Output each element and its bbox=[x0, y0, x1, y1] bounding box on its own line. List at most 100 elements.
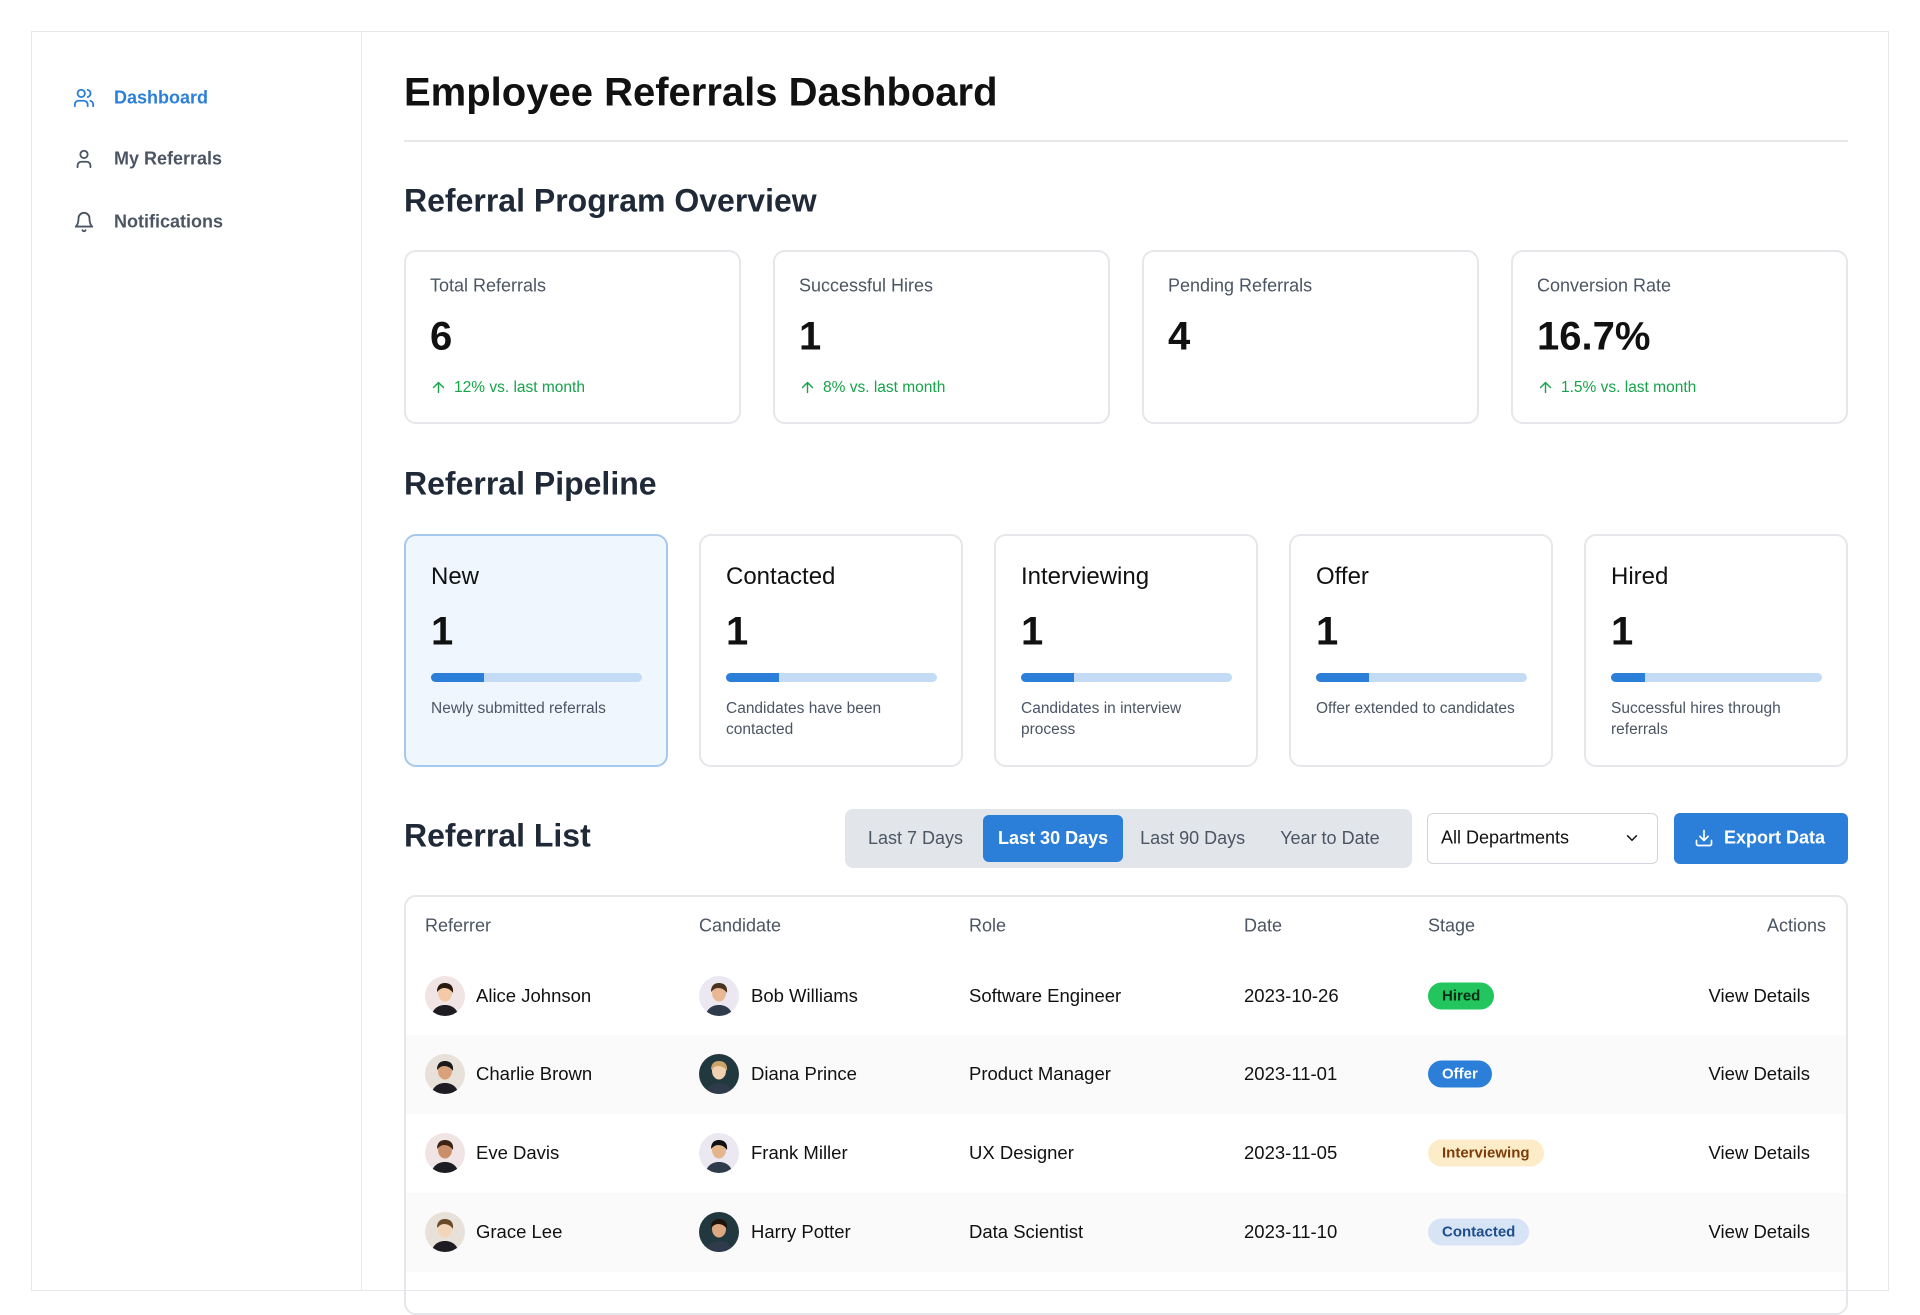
range-button[interactable]: Last 30 Days bbox=[983, 815, 1124, 862]
stat-change: 8% vs. last month bbox=[823, 379, 946, 396]
column-header: Actions bbox=[1766, 915, 1826, 936]
role: Data Scientist bbox=[969, 1221, 1084, 1242]
column-header: Date bbox=[1244, 915, 1283, 936]
progress-fill bbox=[1316, 673, 1369, 682]
avatar bbox=[425, 1212, 465, 1252]
role: UX Designer bbox=[969, 1142, 1074, 1163]
column-header: Stage bbox=[1428, 915, 1476, 936]
progress-track bbox=[1611, 673, 1822, 682]
nav-icon bbox=[73, 148, 95, 170]
chevron-icon bbox=[1623, 829, 1641, 847]
candidate-name: Harry Potter bbox=[751, 1221, 851, 1242]
pipeline-card[interactable] bbox=[1289, 534, 1553, 767]
section-heading: Referral List bbox=[404, 817, 591, 854]
divider bbox=[404, 140, 1848, 142]
progress-track bbox=[1021, 673, 1232, 682]
date-range-selector: Last 7 Days Last 30 Days Last 90 Days Year … bbox=[845, 809, 1412, 868]
pipeline-card[interactable] bbox=[1584, 534, 1848, 767]
date: 2023-11-10 bbox=[1244, 1221, 1338, 1242]
date: 2023-11-05 bbox=[1244, 1142, 1338, 1163]
avatar bbox=[699, 1212, 739, 1252]
stage-description: Newly submitted referrals bbox=[431, 700, 606, 717]
stat-card bbox=[404, 250, 741, 424]
avatar bbox=[699, 1133, 739, 1173]
stat-card bbox=[773, 250, 1110, 424]
column-header: Role bbox=[969, 915, 1007, 936]
stage-name: New bbox=[431, 563, 480, 590]
page-title: Employee Referrals Dashboard bbox=[404, 70, 998, 115]
candidate-name: Frank Miller bbox=[751, 1142, 848, 1163]
pipeline-card[interactable] bbox=[404, 534, 668, 767]
stat-card bbox=[1142, 250, 1479, 424]
row-stripe bbox=[406, 1193, 1846, 1272]
section-heading: Referral Pipeline bbox=[404, 465, 657, 502]
nav-item[interactable]: Dashboard bbox=[114, 87, 209, 108]
page: Dashboard My Referrals Notifications Employ… bbox=[31, 31, 1889, 1315]
referrer-name: Grace Lee bbox=[476, 1221, 563, 1242]
view-details-link[interactable]: View Details bbox=[1708, 1221, 1810, 1242]
stat-value: 4 bbox=[1168, 314, 1191, 359]
date: 2023-10-26 bbox=[1244, 985, 1339, 1006]
trend-icon bbox=[430, 379, 447, 396]
candidate-name: Bob Williams bbox=[751, 985, 858, 1006]
column-header: Candidate bbox=[699, 915, 782, 936]
progress-track bbox=[1316, 673, 1527, 682]
stage-name: Offer bbox=[1316, 563, 1369, 590]
referrer-name: Eve Davis bbox=[476, 1142, 560, 1163]
stat-value: 1 bbox=[799, 314, 822, 359]
stage-badge: Contacted bbox=[1428, 1218, 1530, 1246]
stat-label: Successful Hires bbox=[799, 275, 934, 296]
stage-count: 1 bbox=[1611, 609, 1634, 654]
trend-icon bbox=[799, 379, 816, 396]
pipeline-card[interactable] bbox=[994, 534, 1258, 767]
stage-badge: Offer bbox=[1428, 1060, 1492, 1088]
progress-track bbox=[726, 673, 937, 682]
stat-label: Total Referrals bbox=[430, 275, 547, 296]
stage-badge: Hired bbox=[1428, 982, 1495, 1010]
export-label: Export Data bbox=[1724, 827, 1826, 848]
stat-label: Pending Referrals bbox=[1168, 275, 1313, 296]
stage-count: 1 bbox=[431, 609, 454, 654]
stage-description: Candidates in interview process bbox=[1021, 700, 1182, 738]
nav-icon bbox=[73, 87, 95, 109]
stage-name: Interviewing bbox=[1021, 563, 1150, 590]
nav-icon bbox=[73, 211, 95, 233]
department-dropdown[interactable] bbox=[1427, 813, 1658, 864]
nav-item[interactable]: Notifications bbox=[114, 211, 224, 232]
pipeline-card[interactable] bbox=[699, 534, 963, 767]
progress-fill bbox=[726, 673, 779, 682]
avatar bbox=[425, 1054, 465, 1094]
view-details-link[interactable]: View Details bbox=[1708, 1142, 1810, 1163]
stage-name: Contacted bbox=[726, 563, 836, 590]
range-button[interactable]: Last 7 Days bbox=[868, 828, 964, 848]
stat-value: 16.7% bbox=[1537, 314, 1651, 359]
trend-icon bbox=[1537, 379, 1554, 396]
dropdown-value: All Departments bbox=[1441, 827, 1570, 848]
column-header: Referrer bbox=[425, 915, 492, 936]
referrer-name: Alice Johnson bbox=[476, 985, 592, 1006]
stage-count: 1 bbox=[1316, 609, 1339, 654]
referrer-name: Charlie Brown bbox=[476, 1063, 593, 1084]
row-stripe bbox=[406, 1035, 1846, 1114]
stage-name: Hired bbox=[1611, 563, 1669, 590]
stat-value: 6 bbox=[430, 314, 453, 359]
avatar bbox=[699, 1054, 739, 1094]
progress-fill bbox=[1021, 673, 1074, 682]
nav-item[interactable]: My Referrals bbox=[114, 148, 223, 169]
candidate-name: Diana Prince bbox=[751, 1063, 857, 1084]
stage-description: Candidates have been contacted bbox=[726, 700, 882, 738]
role: Software Engineer bbox=[969, 985, 1122, 1006]
stage-badge: Interviewing bbox=[1428, 1139, 1544, 1167]
avatar bbox=[425, 976, 465, 1016]
view-details-link[interactable]: View Details bbox=[1708, 1063, 1810, 1084]
progress-fill bbox=[1611, 673, 1645, 682]
view-details-link[interactable]: View Details bbox=[1708, 985, 1810, 1006]
section-heading: Referral Program Overview bbox=[404, 182, 817, 219]
stage-count: 1 bbox=[1021, 609, 1044, 654]
role: Product Manager bbox=[969, 1063, 1111, 1084]
range-button[interactable]: Year to Date bbox=[1280, 828, 1380, 848]
stage-count: 1 bbox=[726, 609, 749, 654]
range-button[interactable]: Last 90 Days bbox=[1140, 828, 1246, 848]
sidebar bbox=[31, 31, 362, 1291]
date: 2023-11-01 bbox=[1244, 1063, 1338, 1084]
